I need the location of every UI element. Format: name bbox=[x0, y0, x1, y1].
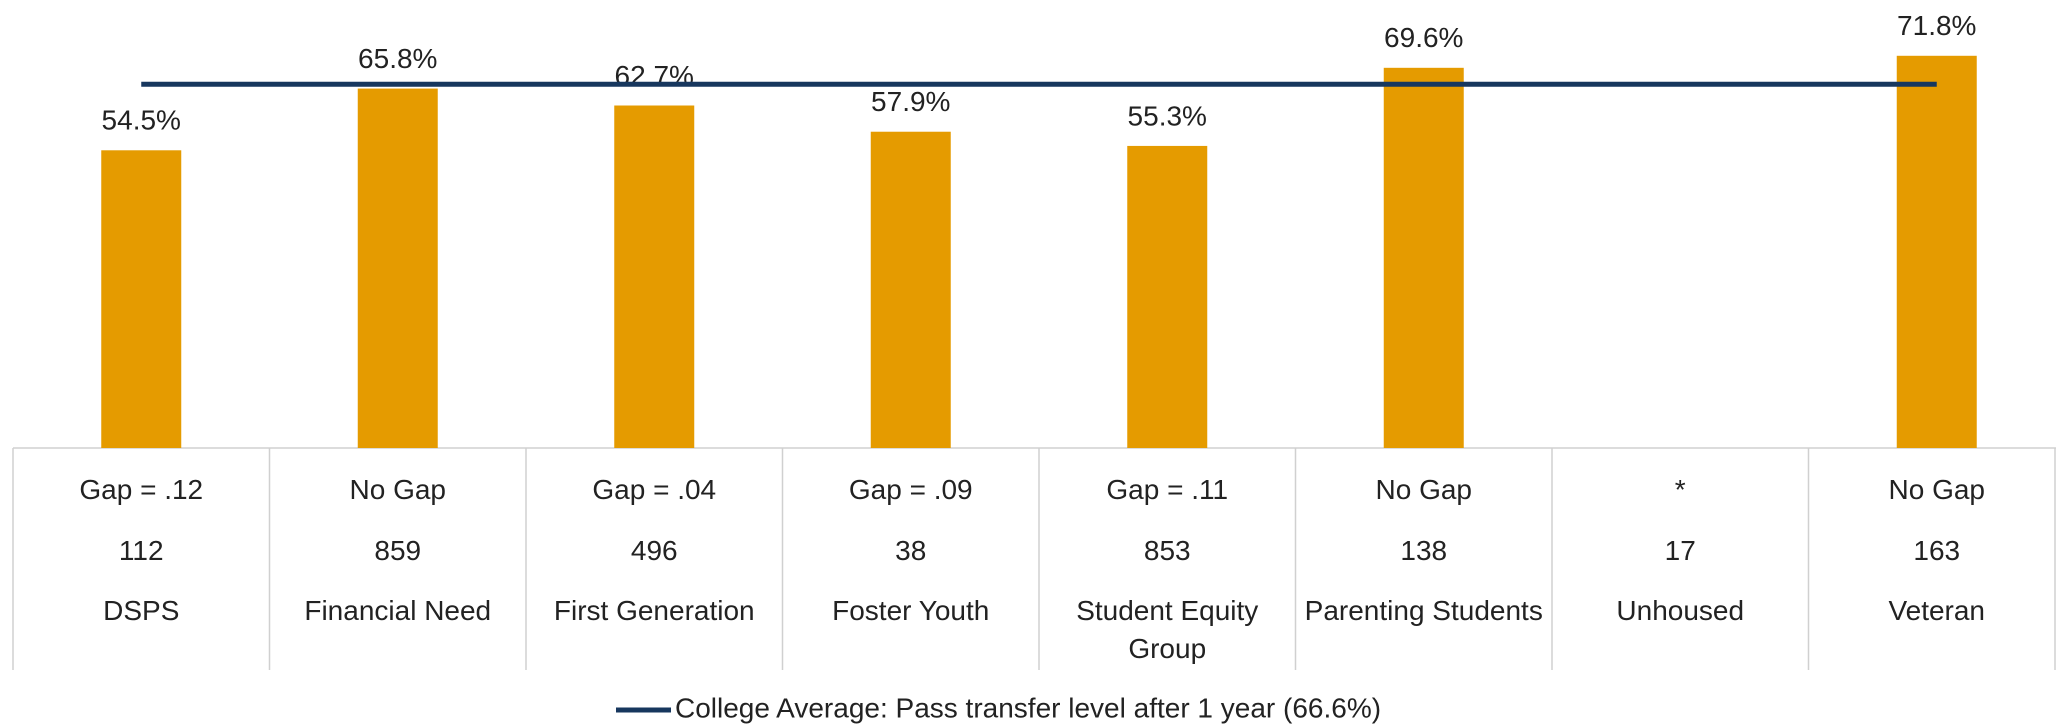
count-label: 859 bbox=[374, 535, 422, 566]
data-label: 71.8% bbox=[1897, 10, 1976, 41]
bar bbox=[1127, 145, 1208, 448]
category-label: Financial Need bbox=[304, 595, 492, 626]
bar bbox=[870, 131, 951, 448]
category-label: Veteran bbox=[1888, 595, 1986, 626]
category-label: Foster Youth bbox=[832, 595, 990, 626]
data-label: 57.9% bbox=[871, 86, 950, 117]
gap-label: No Gap bbox=[349, 474, 447, 505]
count-label: 38 bbox=[895, 535, 927, 566]
bar bbox=[1383, 67, 1464, 448]
category-label: Unhoused bbox=[1616, 595, 1745, 626]
count-label: 112 bbox=[118, 535, 164, 566]
bar bbox=[101, 150, 182, 448]
data-label: 69.6% bbox=[1384, 22, 1463, 53]
count-label: 138 bbox=[1400, 535, 1448, 566]
data-label: 55.3% bbox=[1128, 100, 1207, 131]
gap-label: Gap = .11 bbox=[1106, 474, 1229, 505]
count-label: 496 bbox=[630, 535, 678, 566]
bar bbox=[614, 105, 695, 448]
bar bbox=[1896, 55, 1977, 448]
category-label: DSPS bbox=[103, 595, 180, 626]
data-label: 54.5% bbox=[102, 105, 181, 136]
gap-label: No Gap bbox=[1375, 474, 1473, 505]
data-label: 65.8% bbox=[358, 43, 437, 74]
count-label: 17 bbox=[1664, 535, 1696, 566]
gap-label: Gap = .04 bbox=[592, 474, 717, 505]
category-label: Student Equity Group bbox=[1076, 595, 1259, 664]
category-label: Parenting Students bbox=[1304, 595, 1543, 626]
gap-label: Gap = .12 bbox=[79, 474, 204, 505]
category-label: First Generation bbox=[553, 595, 755, 626]
count-label: 163 bbox=[1913, 535, 1961, 566]
gap-label: No Gap bbox=[1888, 474, 1986, 505]
count-label: 853 bbox=[1143, 535, 1191, 566]
gap-label: Gap = .09 bbox=[848, 474, 973, 505]
gap-label: * bbox=[1674, 474, 1686, 505]
legend-label: College Average: Pass transfer level aft… bbox=[675, 692, 1381, 723]
bar bbox=[357, 88, 438, 448]
